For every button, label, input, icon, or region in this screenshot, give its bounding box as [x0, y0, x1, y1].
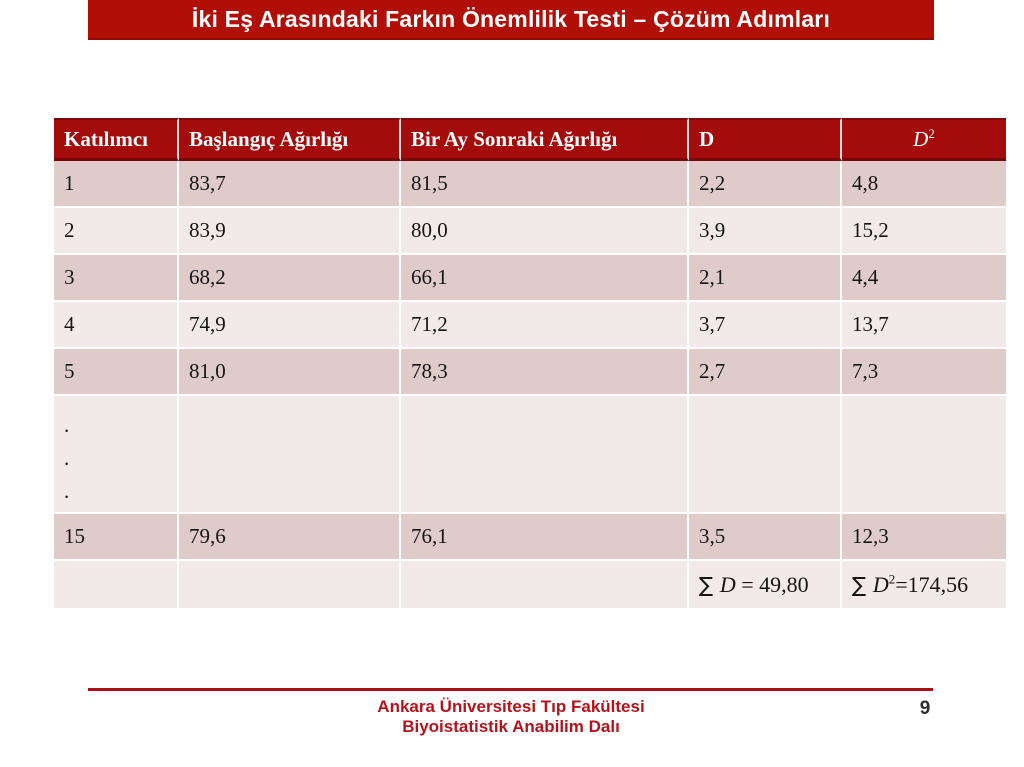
footer-institution: Ankara Üniversitesi Tıp Fakültesi — [377, 697, 645, 716]
table-cell — [54, 561, 179, 610]
table-cell: 2,2 — [689, 161, 842, 208]
table-cell: 3 — [54, 255, 179, 302]
table-cell — [689, 396, 842, 514]
table-cell: ... — [54, 396, 179, 514]
table-body: 1 83,7 81,5 2,2 4,8 2 83,9 80,0 3,9 15,2 3 68,2 66,1… — [54, 161, 1006, 610]
table-cell: 15 — [54, 514, 179, 561]
table-cell: 4,8 — [842, 161, 1006, 208]
slide-title: İki Eş Arasındaki Farkın Önemlilik Testi… — [191, 5, 831, 32]
page-number: 9 — [919, 698, 931, 719]
table-cell — [179, 396, 401, 514]
table-row: 3 68,2 66,1 2,1 4,4 — [54, 255, 1006, 302]
table-cell: ∑ D = 49,80 — [689, 561, 842, 610]
table-cell: 3,9 — [689, 208, 842, 255]
table-row: 1 83,7 81,5 2,2 4,8 — [54, 161, 1006, 208]
table-row: ... — [54, 396, 1006, 514]
table-cell: 80,0 — [401, 208, 689, 255]
table-cell — [842, 396, 1006, 514]
table-row: 5 81,0 78,3 2,7 7,3 — [54, 349, 1006, 396]
table-cell: 83,7 — [179, 161, 401, 208]
table-cell: 5 — [54, 349, 179, 396]
table-cell: 83,9 — [179, 208, 401, 255]
table-cell: 1 — [54, 161, 179, 208]
data-table: Katılımcı Başlangıç Ağırlığı Bir Ay Sonrak… — [54, 118, 1006, 610]
table-header-row: Katılımcı Başlangıç Ağırlığı Bir Ay Sonrak… — [54, 118, 1006, 161]
table-cell: 2,7 — [689, 349, 842, 396]
table-cell: 13,7 — [842, 302, 1006, 349]
table-row: 15 79,6 76,1 3,5 12,3 — [54, 514, 1006, 561]
sum-expression: ∑ D2=174,56 — [852, 571, 969, 597]
column-header: Bir Ay Sonraki Ağırlığı — [401, 118, 689, 161]
sigma-symbol: ∑ — [852, 572, 873, 597]
table-row: 2 83,9 80,0 3,9 15,2 — [54, 208, 1006, 255]
column-header: D — [689, 118, 842, 161]
table-cell: 4 — [54, 302, 179, 349]
column-header: Katılımcı — [54, 118, 179, 161]
table-cell: 68,2 — [179, 255, 401, 302]
footer-department: Biyoistatistik Anabilim Dalı — [402, 717, 620, 736]
table-cell: ∑ D2=174,56 — [842, 561, 1006, 610]
table-cell: 78,3 — [401, 349, 689, 396]
ellipsis-dot: . — [64, 413, 70, 437]
table-cell: 3,7 — [689, 302, 842, 349]
table-cell: 81,5 — [401, 161, 689, 208]
table-cell: 71,2 — [401, 302, 689, 349]
table-cell — [401, 561, 689, 610]
sigma-symbol: ∑ — [699, 572, 720, 597]
table-cell: 3,5 — [689, 514, 842, 561]
table-cell: 2 — [54, 208, 179, 255]
header-row: Katılımcı Başlangıç Ağırlığı Bir Ay Sonrak… — [54, 118, 1006, 161]
table-cell: 81,0 — [179, 349, 401, 396]
sum-expression: ∑ D = 49,80 — [699, 571, 809, 597]
footer: Ankara Üniversitesi Tıp Fakültesi Biyois… — [88, 697, 934, 737]
table-cell: 76,1 — [401, 514, 689, 561]
ellipsis-dot: . — [64, 446, 70, 470]
table-row: ∑ D = 49,80 ∑ D2=174,56 — [54, 561, 1006, 610]
footer-divider — [88, 688, 933, 691]
table-cell — [401, 396, 689, 514]
table-cell: 4,4 — [842, 255, 1006, 302]
ellipsis-dot: . — [64, 479, 70, 503]
table-cell: 2,1 — [689, 255, 842, 302]
table-row: 4 74,9 71,2 3,7 13,7 — [54, 302, 1006, 349]
table-cell: 12,3 — [842, 514, 1006, 561]
table-cell: 66,1 — [401, 255, 689, 302]
table-cell: 15,2 — [842, 208, 1006, 255]
table-cell: 79,6 — [179, 514, 401, 561]
table-cell: 7,3 — [842, 349, 1006, 396]
column-header: Başlangıç Ağırlığı — [179, 118, 401, 161]
column-header: D2 — [842, 118, 1006, 161]
table-cell — [179, 561, 401, 610]
table-cell: 74,9 — [179, 302, 401, 349]
table-container: Katılımcı Başlangıç Ağırlığı Bir Ay Sonrak… — [54, 118, 1006, 610]
title-bar: İki Eş Arasındaki Farkın Önemlilik Testi… — [88, 0, 934, 40]
